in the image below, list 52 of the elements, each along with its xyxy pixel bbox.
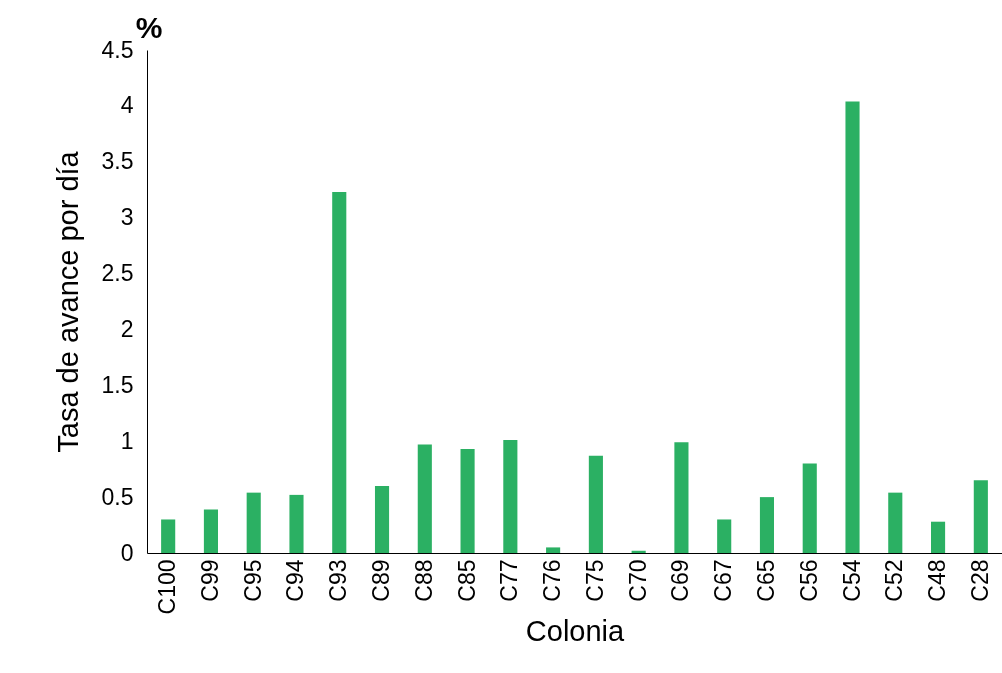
y-tick-label: 3.5 [101,148,134,175]
x-tick-label: C65 [752,559,779,602]
x-tick-label: C94 [282,559,309,602]
y-tick-label: 3 [120,204,134,231]
bar [588,455,603,553]
x-tick-label: C85 [453,559,480,602]
x-tick-label: C88 [410,559,437,602]
bar [931,521,946,553]
x-tick-label: C76 [539,559,566,602]
x-tick-label: C54 [838,559,865,602]
bar [203,509,218,553]
x-tick-label: C100 [154,559,181,615]
x-tick-label: C95 [239,559,266,602]
bar [417,444,432,553]
bar [845,101,860,553]
x-tick-label: C77 [496,559,523,602]
x-axis-title: Colonia [525,615,626,648]
text: % [135,11,163,44]
y-tick-label: 1 [120,427,134,454]
x-tick-label: C52 [881,559,908,602]
y-tick-label: 2 [120,315,134,342]
y-tick-label: 4 [120,92,134,119]
y-tick-label: 2.5 [101,260,134,287]
bar [546,547,561,553]
bar [759,497,775,553]
bar [332,191,347,553]
bar [374,485,390,553]
bar [161,519,176,553]
y-tick-label: 0 [120,539,134,566]
x-tick-label: C99 [196,559,223,602]
y-tick-label: 1.5 [101,371,134,398]
bar [674,442,689,553]
x-tick-label: C28 [966,559,993,602]
y-tick-label: 4.5 [101,36,134,63]
bar [802,463,817,553]
bar [289,494,304,553]
y-tick-label: 0.5 [101,483,134,510]
x-tick-label: C56 [795,559,822,602]
x-tick-label: C70 [624,559,651,602]
x-tick-label: C75 [581,559,608,602]
bar [246,492,261,553]
x-tick-label: C48 [924,559,951,602]
bar [460,449,475,553]
x-tick-label: C93 [325,559,352,602]
bar [973,480,988,553]
bar [717,519,732,553]
bar [888,492,903,553]
y-axis-title: Tasa de avance por día [51,150,84,453]
x-tick-label: C69 [667,559,694,602]
bar [503,440,518,553]
x-tick-label: C89 [368,559,395,602]
x-tick-label: C67 [710,559,737,602]
